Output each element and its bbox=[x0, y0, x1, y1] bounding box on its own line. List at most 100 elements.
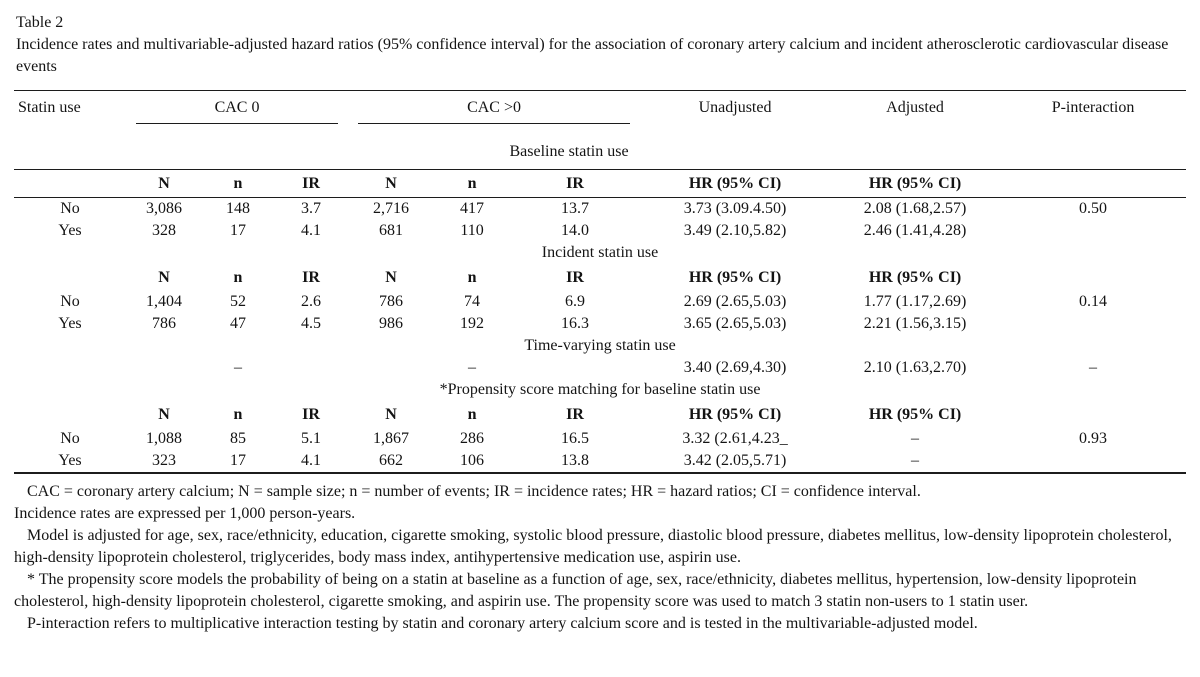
footnote-p-interaction: P-interaction refers to multiplicative i… bbox=[27, 615, 978, 632]
section-label: Incident statin use bbox=[541, 244, 659, 261]
section-row: Incident statin use bbox=[14, 242, 1186, 264]
section-label: *Propensity score matching for baseline … bbox=[439, 381, 761, 398]
col-header-n: n bbox=[233, 405, 243, 423]
col-header-n: n bbox=[434, 169, 511, 198]
row-label: Yes bbox=[58, 315, 82, 332]
value-cell: 4.1 bbox=[301, 222, 322, 239]
value-cell: 986 bbox=[379, 315, 404, 332]
table-row: No 1,404 52 2.6 786 74 6.9 2.69 (2.65,5.… bbox=[14, 291, 1186, 313]
value-cell: 16.5 bbox=[561, 430, 590, 447]
header-adjusted: Adjusted bbox=[886, 99, 944, 116]
section-row: Time-varying statin use bbox=[14, 335, 1186, 357]
value-cell: 417 bbox=[460, 200, 485, 217]
header-cac-gt0-group: CAC >0 bbox=[348, 91, 640, 132]
hr-cell: 3.40 (2.69,4.30) bbox=[683, 359, 787, 376]
row-label: No bbox=[60, 200, 80, 217]
row-label: Yes bbox=[58, 222, 82, 239]
p-value-cell bbox=[1000, 313, 1186, 335]
col-header-N: N bbox=[158, 405, 170, 423]
hr-cell: 2.69 (2.65,5.03) bbox=[683, 293, 787, 310]
row-label: No bbox=[60, 430, 80, 447]
table-row: Yes 786 47 4.5 986 192 16.3 3.65 (2.65,5… bbox=[14, 313, 1186, 335]
column-headers-row: N n IR N n IR HR (95% CI) HR (95% CI) bbox=[14, 401, 1186, 428]
value-cell: 4.1 bbox=[301, 452, 322, 469]
p-value-cell: – bbox=[1089, 359, 1098, 376]
table-row: – – 3.40 (2.69,4.30) 2.10 (1.63,2.70) – bbox=[14, 357, 1186, 379]
col-header-n: n bbox=[467, 405, 477, 423]
col-header-hr-unadjusted: HR (95% CI) bbox=[688, 405, 782, 423]
value-cell: 47 bbox=[230, 315, 246, 332]
col-header-N: N bbox=[158, 268, 170, 286]
header-cac-gt0-label: CAC >0 bbox=[358, 97, 631, 124]
value-cell: 74 bbox=[464, 293, 481, 310]
p-value-cell bbox=[1000, 220, 1186, 242]
value-cell: 681 bbox=[379, 222, 404, 239]
col-header-IR: IR bbox=[302, 405, 320, 423]
hr-cell: 3.49 (2.10,5.82) bbox=[683, 222, 787, 239]
value-cell: 4.5 bbox=[301, 315, 322, 332]
hr-cell: 2.10 (1.63,2.70) bbox=[863, 359, 967, 376]
col-header-n: n bbox=[467, 268, 477, 286]
value-cell: 1,088 bbox=[146, 430, 182, 447]
value-cell bbox=[510, 357, 640, 379]
value-cell: 2.6 bbox=[301, 293, 322, 310]
col-header-IR: IR bbox=[566, 268, 584, 286]
value-cell: 286 bbox=[460, 430, 485, 447]
col-header-IR: IR bbox=[302, 268, 320, 286]
col-header-hr-adjusted: HR (95% CI) bbox=[868, 268, 962, 286]
hr-cell: 2.08 (1.68,2.57) bbox=[863, 200, 967, 217]
value-cell: 17 bbox=[230, 452, 246, 469]
table-row: No 1,088 85 5.1 1,867 286 16.5 3.32 (2.6… bbox=[14, 428, 1186, 450]
value-cell: 13.8 bbox=[561, 452, 590, 469]
value-cell: 1,867 bbox=[373, 430, 410, 447]
value-cell: 16.3 bbox=[561, 315, 590, 332]
footnote-propensity-score: * The propensity score models the probab… bbox=[14, 571, 1137, 610]
row-label: No bbox=[60, 293, 80, 310]
value-cell: 52 bbox=[230, 293, 246, 310]
table-header-row: Statin use CAC 0 CAC >0 Unadjusted Adjus… bbox=[14, 91, 1186, 132]
hr-cell: 2.46 (1.41,4.28) bbox=[863, 222, 967, 239]
value-cell: 786 bbox=[152, 315, 176, 332]
value-cell: 2,716 bbox=[373, 200, 410, 217]
p-value-cell: 0.50 bbox=[1079, 200, 1108, 217]
col-header-N: N bbox=[385, 268, 397, 286]
table-row: No 3,086 148 3.7 2,716 417 13.7 3.73 (3.… bbox=[14, 198, 1186, 221]
value-cell: 6.9 bbox=[565, 293, 586, 310]
header-p-interaction: P-interaction bbox=[1051, 99, 1135, 116]
value-cell: – bbox=[468, 359, 477, 376]
col-header-N: N bbox=[385, 405, 397, 423]
col-header-IR: IR bbox=[274, 169, 349, 198]
value-cell: 110 bbox=[460, 222, 484, 239]
value-cell: 192 bbox=[460, 315, 485, 332]
col-header-hr-adjusted: HR (95% CI) bbox=[830, 169, 1001, 198]
col-header-n: n bbox=[202, 169, 274, 198]
table-row: Yes 328 17 4.1 681 110 14.0 3.49 (2.10,5… bbox=[14, 220, 1186, 242]
table-row: Yes 323 17 4.1 662 106 13.8 3.42 (2.05,5… bbox=[14, 450, 1186, 473]
header-cac0-label: CAC 0 bbox=[136, 97, 339, 124]
col-header-n: n bbox=[233, 268, 243, 286]
value-cell: 13.7 bbox=[561, 200, 590, 217]
value-cell: 3,086 bbox=[146, 200, 182, 217]
section-label: Time-varying statin use bbox=[524, 337, 676, 354]
value-cell: 17 bbox=[230, 222, 246, 239]
footnote-abbreviations: CAC = coronary artery calcium; N = sampl… bbox=[27, 483, 921, 500]
value-cell bbox=[274, 357, 348, 379]
hr-cell: 3.65 (2.65,5.03) bbox=[683, 315, 787, 332]
header-baseline-statin-use: Baseline statin use bbox=[348, 131, 641, 170]
header-statin-use: Statin use bbox=[18, 99, 81, 116]
header-cac0-group: CAC 0 bbox=[126, 91, 348, 132]
row-label: Yes bbox=[58, 452, 82, 469]
p-value-cell bbox=[1000, 450, 1186, 473]
value-cell: 85 bbox=[230, 430, 246, 447]
value-cell bbox=[348, 357, 434, 379]
value-cell: 1,404 bbox=[146, 293, 182, 310]
value-cell: 148 bbox=[226, 200, 250, 217]
table-caption: Incidence rates and multivariable-adjust… bbox=[16, 36, 1169, 75]
value-cell: 323 bbox=[152, 452, 176, 469]
hr-cell: – bbox=[911, 430, 920, 447]
results-table: Statin use CAC 0 CAC >0 Unadjusted Adjus… bbox=[14, 90, 1187, 474]
table-number: Table 2 bbox=[16, 14, 64, 31]
hr-cell: 1.77 (1.17,2.69) bbox=[863, 293, 967, 310]
col-header-N: N bbox=[126, 169, 202, 198]
